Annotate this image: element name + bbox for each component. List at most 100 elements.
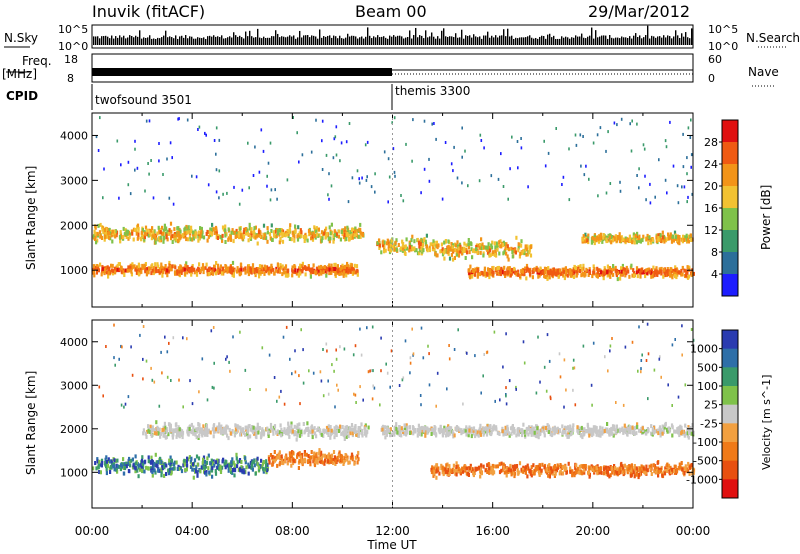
nsky-bar xyxy=(619,38,621,45)
range-cell xyxy=(357,234,360,239)
range-cell xyxy=(261,464,264,469)
nsky-bar xyxy=(237,36,239,45)
nsky-bar xyxy=(133,37,135,45)
range-cell xyxy=(459,244,462,249)
range-cell xyxy=(107,457,110,462)
range-cell xyxy=(600,232,603,237)
nsky-bar xyxy=(487,31,489,45)
range-cell xyxy=(157,468,160,473)
range-cell xyxy=(494,249,497,254)
range-cell xyxy=(438,471,441,476)
range-cell xyxy=(608,474,611,479)
range-cell xyxy=(359,230,362,235)
range-cell xyxy=(666,463,669,467)
range-cell xyxy=(197,238,200,243)
nsky-bar xyxy=(473,34,475,45)
range-cell xyxy=(139,267,142,272)
range-cell xyxy=(167,432,170,437)
range-cell xyxy=(146,270,149,275)
range-cell xyxy=(511,254,514,259)
range-cell xyxy=(638,472,641,477)
range-cell xyxy=(529,468,532,473)
range-cell xyxy=(357,433,360,438)
range-cell xyxy=(506,424,509,429)
range-cell xyxy=(500,461,503,466)
range-cell xyxy=(597,236,600,241)
range-cell xyxy=(390,432,393,437)
range-cell xyxy=(472,471,475,476)
range-cell xyxy=(551,432,554,437)
range-cell xyxy=(622,267,625,272)
nsky-bar xyxy=(249,30,251,45)
range-cell xyxy=(149,424,152,429)
range-cell xyxy=(513,266,516,271)
range-cell xyxy=(611,235,614,239)
range-cell xyxy=(255,234,258,239)
range-cell xyxy=(293,264,296,268)
range-cell xyxy=(531,275,534,280)
range-cell xyxy=(394,240,397,245)
range-cell xyxy=(524,244,527,249)
range-cell xyxy=(330,184,333,188)
range-cell xyxy=(193,267,196,272)
range-cell xyxy=(143,237,146,242)
range-cell xyxy=(596,235,599,240)
range-cell xyxy=(99,470,102,475)
range-cell xyxy=(405,142,407,146)
range-cell xyxy=(461,181,463,185)
range-cell xyxy=(123,273,126,277)
nsky-bar xyxy=(229,36,231,45)
range-cell xyxy=(483,268,486,273)
range-cell xyxy=(180,429,184,434)
range-cell xyxy=(608,466,611,471)
range-cell xyxy=(682,429,685,434)
range-cell xyxy=(105,471,108,476)
range-cell xyxy=(136,166,139,170)
range-cell xyxy=(199,234,202,239)
range-cell xyxy=(642,270,645,274)
range-cell xyxy=(334,459,337,464)
range-cell xyxy=(291,461,295,466)
range-cell xyxy=(393,116,396,120)
range-cell xyxy=(657,469,660,474)
range-cell xyxy=(116,464,119,469)
range-cell xyxy=(243,227,246,232)
range-cell xyxy=(505,242,508,247)
power-cbar-swatch xyxy=(722,142,738,165)
range-cell xyxy=(683,268,686,273)
range-cell xyxy=(151,226,154,231)
range-cell xyxy=(173,233,177,238)
nsky-bar xyxy=(117,37,119,45)
range-cell xyxy=(632,235,635,240)
range-cell xyxy=(591,235,594,240)
range-cell xyxy=(306,238,309,243)
range-cell xyxy=(251,266,254,271)
range-cell xyxy=(95,270,98,275)
range-cell xyxy=(284,233,287,238)
range-cell xyxy=(259,269,262,274)
range-cell xyxy=(413,246,416,251)
range-cell xyxy=(615,470,618,475)
range-cell xyxy=(187,225,190,230)
range-cell xyxy=(175,460,178,465)
range-cell xyxy=(618,239,622,244)
range-cell xyxy=(210,227,213,232)
range-cell xyxy=(196,429,199,434)
range-cell xyxy=(346,225,349,230)
range-cell xyxy=(544,270,547,274)
range-cell xyxy=(595,238,598,243)
range-cell xyxy=(256,241,259,246)
range-cell xyxy=(628,464,631,469)
nsky-bar xyxy=(269,37,271,45)
range-cell xyxy=(547,270,550,275)
nsky-bar xyxy=(163,35,165,45)
range-cell xyxy=(384,248,387,253)
range-cell xyxy=(426,248,429,253)
range-cell xyxy=(219,430,223,435)
range-cell xyxy=(210,468,214,473)
range-cell xyxy=(346,267,349,271)
range-cell xyxy=(278,232,281,237)
range-cell xyxy=(513,474,516,479)
nsky-bar xyxy=(147,37,149,45)
range-cell xyxy=(211,474,214,479)
